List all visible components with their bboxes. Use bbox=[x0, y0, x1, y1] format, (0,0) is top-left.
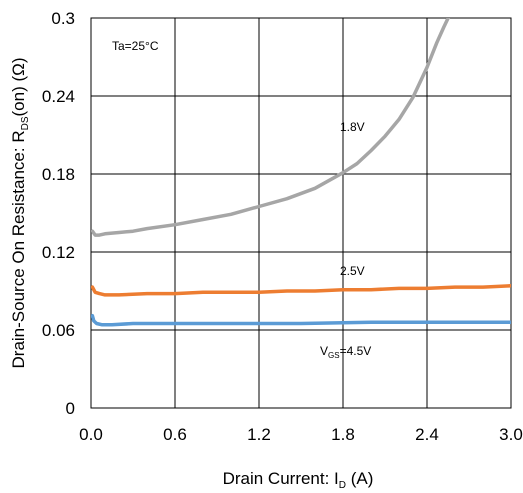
annotation-vgs-suffix: =4.5V bbox=[340, 344, 372, 358]
grid bbox=[91, 18, 511, 408]
x-axis-title: Drain Current: ID (A) bbox=[223, 469, 374, 491]
x-tick-label: 0.0 bbox=[79, 425, 103, 444]
x-tick-label: 0.6 bbox=[163, 425, 187, 444]
x-tick-label: 3.0 bbox=[499, 425, 523, 444]
y-tick-label: 0.12 bbox=[42, 243, 75, 262]
y-tick-label: 0 bbox=[66, 399, 75, 418]
y-tick-label: 0.18 bbox=[42, 165, 75, 184]
annotation-temperature: Ta=25°C bbox=[112, 39, 159, 53]
x-tick-label: 1.2 bbox=[247, 425, 271, 444]
y-tick-label: 0.3 bbox=[51, 9, 75, 28]
y-axis-title-unit: (on) (Ω) bbox=[9, 58, 28, 117]
x-tick-label: 2.4 bbox=[415, 425, 439, 444]
y-axis-title-main: Drain-Source On Resistance: R bbox=[9, 130, 28, 368]
series-line-s18 bbox=[91, 18, 451, 237]
series-line-s45 bbox=[91, 313, 511, 327]
annotation-1.8v: 1.8V bbox=[340, 120, 365, 134]
annotation-2.5v: 2.5V bbox=[340, 264, 365, 278]
x-axis-title-unit: (A) bbox=[346, 469, 373, 488]
x-tick-labels: 0.0 0.6 1.2 1.8 2.4 3.0 bbox=[79, 425, 523, 444]
series-line-s25 bbox=[91, 284, 511, 297]
x-axis-title-sub: D bbox=[339, 480, 346, 491]
x-tick-label: 1.8 bbox=[331, 425, 355, 444]
y-tick-labels: 0 0.06 0.12 0.18 0.24 0.3 bbox=[42, 9, 75, 418]
y-axis-title: Drain-Source On Resistance: RDS(on) (Ω) bbox=[9, 58, 31, 369]
plot-frame bbox=[90, 17, 512, 409]
series-group bbox=[91, 18, 511, 327]
annotation-vgs-4.5v: VGS=4.5V bbox=[320, 344, 371, 360]
y-tick-label: 0.24 bbox=[42, 87, 75, 106]
annotation-vgs-prefix: V bbox=[320, 344, 328, 358]
y-tick-label: 0.06 bbox=[42, 321, 75, 340]
annotation-vgs-sub: GS bbox=[328, 351, 340, 360]
y-axis-title-sub: DS bbox=[20, 116, 31, 130]
x-axis-title-main: Drain Current: I bbox=[223, 469, 339, 488]
